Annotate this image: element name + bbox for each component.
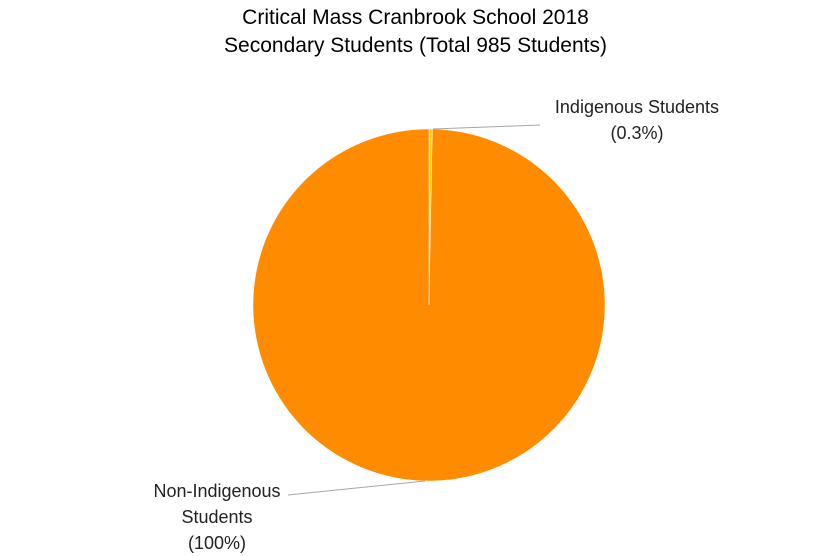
- slice-label: Non-Indigenous Students (100%): [142, 478, 292, 556]
- slice-label: Indigenous Students (0.3%): [537, 94, 737, 146]
- category-label: Non-Indigenous Students: [153, 481, 281, 527]
- leader-line: [432, 124, 541, 130]
- pie-slice: [252, 128, 606, 482]
- value-label: (100%): [187, 533, 247, 553]
- chart-title: Critical Mass Cranbrook School 2018: [242, 6, 589, 29]
- value-label: (0.3%): [610, 123, 664, 143]
- chart-subtitle: Secondary Students (Total 985 Students): [224, 34, 607, 57]
- leader-line: [287, 480, 426, 496]
- category-label: Indigenous Students: [554, 97, 720, 117]
